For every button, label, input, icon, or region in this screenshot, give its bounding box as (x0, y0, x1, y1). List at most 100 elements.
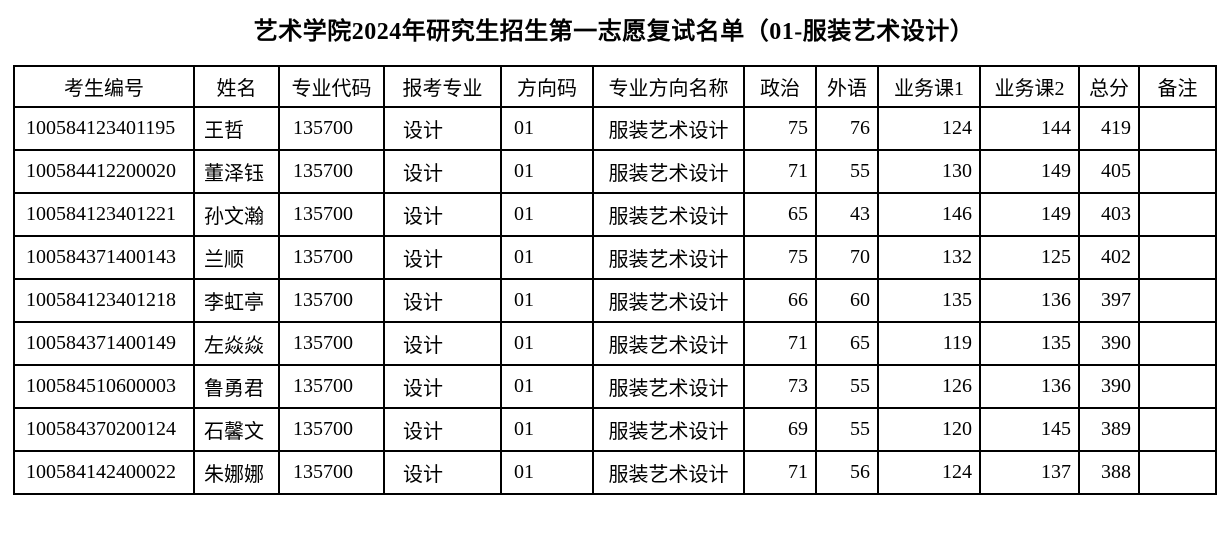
column-header-candidate-id: 考生编号 (13, 65, 195, 108)
cell-foreign-lang: 70 (815, 235, 879, 280)
cell-remarks (1138, 106, 1217, 151)
table-row: 100584371400149 左焱焱 135700 设计 01 服装艺术设计 71 65 11… (13, 321, 1217, 366)
cell-foreign-lang: 65 (815, 321, 879, 366)
cell-candidate-id: 100584412200020 (13, 149, 195, 194)
cell-candidate-id: 100584371400149 (13, 321, 195, 366)
table-body: 100584123401195 王哲 135700 设计 01 服装艺术设计 75 76 124… (13, 106, 1217, 495)
cell-course2: 149 (979, 149, 1080, 194)
cell-course1: 124 (877, 106, 981, 151)
cell-applied-major: 设计 (383, 407, 502, 452)
cell-remarks (1138, 321, 1217, 366)
cell-applied-major: 设计 (383, 192, 502, 237)
cell-foreign-lang: 55 (815, 149, 879, 194)
cell-name: 朱娜娜 (193, 450, 280, 495)
cell-course1: 130 (877, 149, 981, 194)
cell-politics: 71 (743, 149, 817, 194)
table-header-row: 考生编号 姓名 专业代码 报考专业 方向码 专业方向名称 政治 外语 业务课1 业务课2 总分 备注 (13, 65, 1217, 108)
cell-major-code: 135700 (278, 321, 385, 366)
cell-politics: 75 (743, 235, 817, 280)
cell-direction-code: 01 (500, 192, 594, 237)
cell-direction-name: 服装艺术设计 (592, 321, 745, 366)
cell-major-code: 135700 (278, 407, 385, 452)
cell-remarks (1138, 278, 1217, 323)
cell-remarks (1138, 235, 1217, 280)
cell-name: 董泽钰 (193, 149, 280, 194)
cell-applied-major: 设计 (383, 364, 502, 409)
cell-foreign-lang: 55 (815, 364, 879, 409)
cell-name: 左焱焱 (193, 321, 280, 366)
cell-direction-code: 01 (500, 321, 594, 366)
cell-applied-major: 设计 (383, 235, 502, 280)
cell-foreign-lang: 55 (815, 407, 879, 452)
cell-total: 390 (1078, 321, 1140, 366)
cell-course2: 144 (979, 106, 1080, 151)
cell-total: 402 (1078, 235, 1140, 280)
cell-foreign-lang: 56 (815, 450, 879, 495)
cell-course2: 145 (979, 407, 1080, 452)
cell-politics: 73 (743, 364, 817, 409)
table-row: 100584510600003 鲁勇君 135700 设计 01 服装艺术设计 73 55 12… (13, 364, 1217, 409)
cell-name: 兰顺 (193, 235, 280, 280)
cell-direction-code: 01 (500, 278, 594, 323)
column-header-course2: 业务课2 (979, 65, 1080, 108)
cell-direction-name: 服装艺术设计 (592, 278, 745, 323)
cell-direction-name: 服装艺术设计 (592, 364, 745, 409)
cell-remarks (1138, 149, 1217, 194)
column-header-course1: 业务课1 (877, 65, 981, 108)
cell-direction-name: 服装艺术设计 (592, 149, 745, 194)
cell-direction-name: 服装艺术设计 (592, 192, 745, 237)
cell-major-code: 135700 (278, 192, 385, 237)
cell-candidate-id: 100584123401218 (13, 278, 195, 323)
cell-course2: 136 (979, 278, 1080, 323)
cell-total: 403 (1078, 192, 1140, 237)
cell-course2: 135 (979, 321, 1080, 366)
cell-course1: 120 (877, 407, 981, 452)
column-header-total: 总分 (1078, 65, 1140, 108)
cell-course1: 135 (877, 278, 981, 323)
cell-applied-major: 设计 (383, 450, 502, 495)
column-header-major-code: 专业代码 (278, 65, 385, 108)
cell-direction-name: 服装艺术设计 (592, 407, 745, 452)
column-header-applied-major: 报考专业 (383, 65, 502, 108)
cell-major-code: 135700 (278, 278, 385, 323)
cell-politics: 75 (743, 106, 817, 151)
column-header-foreign-lang: 外语 (815, 65, 879, 108)
cell-major-code: 135700 (278, 106, 385, 151)
cell-direction-name: 服装艺术设计 (592, 235, 745, 280)
cell-total: 397 (1078, 278, 1140, 323)
cell-major-code: 135700 (278, 364, 385, 409)
cell-name: 李虹亭 (193, 278, 280, 323)
cell-total: 389 (1078, 407, 1140, 452)
cell-remarks (1138, 407, 1217, 452)
cell-politics: 65 (743, 192, 817, 237)
cell-course2: 125 (979, 235, 1080, 280)
cell-candidate-id: 100584142400022 (13, 450, 195, 495)
cell-name: 鲁勇君 (193, 364, 280, 409)
cell-course1: 132 (877, 235, 981, 280)
table-row: 100584123401195 王哲 135700 设计 01 服装艺术设计 75 76 124… (13, 106, 1217, 151)
column-header-remarks: 备注 (1138, 65, 1217, 108)
table-row: 100584370200124 石馨文 135700 设计 01 服装艺术设计 69 55 12… (13, 407, 1217, 452)
cell-direction-code: 01 (500, 364, 594, 409)
cell-foreign-lang: 43 (815, 192, 879, 237)
cell-major-code: 135700 (278, 450, 385, 495)
cell-politics: 69 (743, 407, 817, 452)
cell-foreign-lang: 60 (815, 278, 879, 323)
cell-applied-major: 设计 (383, 321, 502, 366)
cell-candidate-id: 100584370200124 (13, 407, 195, 452)
column-header-direction-code: 方向码 (500, 65, 594, 108)
cell-foreign-lang: 76 (815, 106, 879, 151)
cell-direction-name: 服装艺术设计 (592, 450, 745, 495)
cell-total: 388 (1078, 450, 1140, 495)
cell-course1: 119 (877, 321, 981, 366)
cell-name: 石馨文 (193, 407, 280, 452)
cell-course2: 137 (979, 450, 1080, 495)
cell-politics: 71 (743, 321, 817, 366)
admission-roster-table: 考生编号 姓名 专业代码 报考专业 方向码 专业方向名称 政治 外语 业务课1 业务课2 总分 备注 … (13, 65, 1217, 495)
cell-course1: 124 (877, 450, 981, 495)
cell-candidate-id: 100584123401221 (13, 192, 195, 237)
cell-remarks (1138, 364, 1217, 409)
table-row: 100584412200020 董泽钰 135700 设计 01 服装艺术设计 71 55 13… (13, 149, 1217, 194)
table-row: 100584142400022 朱娜娜 135700 设计 01 服装艺术设计 71 56 12… (13, 450, 1217, 495)
